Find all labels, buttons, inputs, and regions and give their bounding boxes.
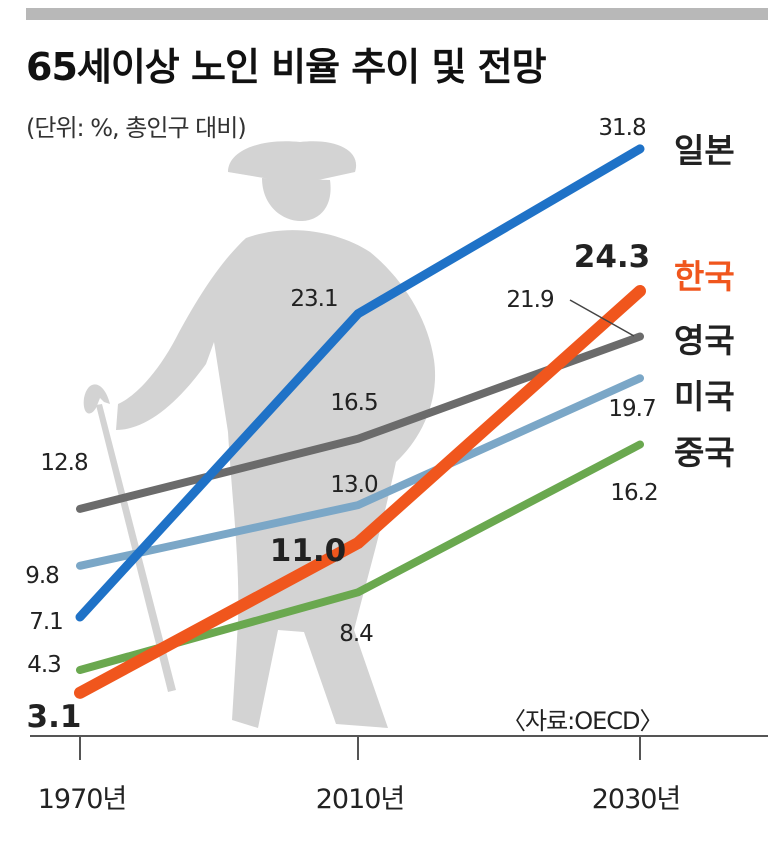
- x-tick-label-1970: 1970년: [38, 784, 127, 815]
- x-tick-label-2010: 2010년: [316, 784, 405, 815]
- korea-1970-label: 3.1: [27, 699, 82, 735]
- source-note: 〈자료:OECD〉: [502, 707, 664, 735]
- japan-2030-label: 31.8: [598, 115, 646, 141]
- uk-1970-label: 12.8: [40, 450, 88, 476]
- usa-2030-label: 19.7: [608, 396, 655, 422]
- header-rule: [26, 8, 768, 20]
- korea-2010-label: 11.0: [270, 533, 347, 569]
- usa-1970-label: 9.8: [25, 563, 59, 589]
- korea-2030-label: 24.3: [574, 239, 651, 275]
- elderly-silhouette-icon: [83, 141, 436, 728]
- series-line-korea: [74, 285, 646, 699]
- japan-2010-label: 23.1: [290, 286, 337, 312]
- legend-japan: 일본: [674, 131, 735, 170]
- series-line-usa: [76, 374, 644, 570]
- uk-2030-leader-line: [569, 299, 635, 337]
- china-2010-label: 8.4: [339, 621, 373, 647]
- china-1970-label: 4.3: [27, 652, 61, 678]
- series-layer: [74, 144, 646, 699]
- usa-2010-label: 13.0: [330, 472, 378, 498]
- legend-usa: 미국: [674, 377, 735, 416]
- uk-2030-label: 21.9: [506, 287, 554, 313]
- china-2030-label: 16.2: [610, 480, 657, 506]
- legend-china: 중국: [674, 433, 735, 472]
- legend-korea: 한국: [674, 257, 735, 296]
- uk-2010-label: 16.5: [330, 390, 377, 416]
- chart-title: 65세이상 노인 비율 추이 및 전망: [26, 45, 547, 89]
- x-tick-label-2030: 2030년: [592, 784, 681, 815]
- series-line-japan: [75, 144, 645, 622]
- japan-1970-label: 7.1: [29, 609, 63, 635]
- legend-uk: 영국: [674, 321, 735, 360]
- unit-note: (단위: %, 총인구 대비): [26, 114, 247, 142]
